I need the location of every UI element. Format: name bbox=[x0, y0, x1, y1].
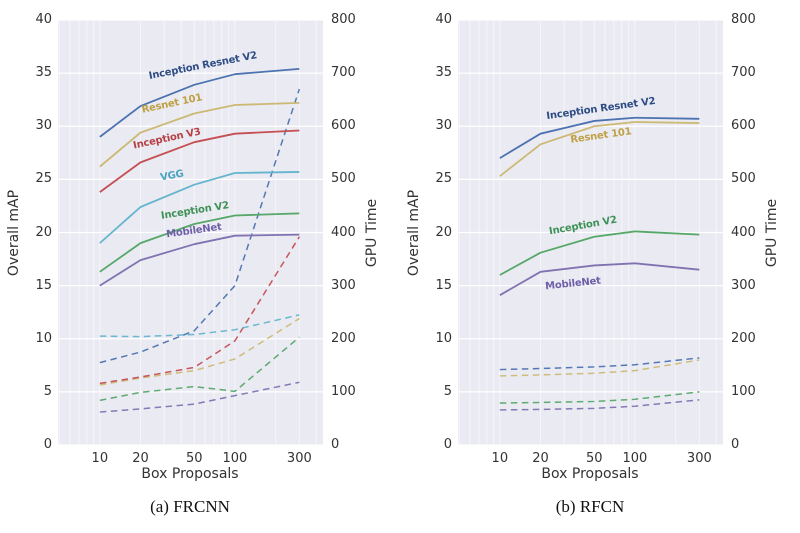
y-axis-tick-right-rfcn: 600 bbox=[731, 118, 756, 134]
y-axis-tick-right-rfcn: 0 bbox=[731, 437, 740, 452]
y-axis-tick-left-frcnn: 35 bbox=[35, 65, 52, 81]
y-axis-tick-right-rfcn: 300 bbox=[731, 277, 756, 293]
x-axis-tick-frcnn: 100 bbox=[222, 451, 248, 466]
y-axis-tick-right-frcnn: 800 bbox=[331, 12, 356, 27]
x-axis-tick-frcnn: 300 bbox=[286, 451, 312, 466]
line-gpu-time-resnet-101-rfcn bbox=[499, 359, 700, 377]
line-map-resnet-101-frcnn bbox=[99, 101, 300, 168]
y-axis-tick-left-frcnn: 20 bbox=[35, 224, 52, 240]
y-axis-tick-right-frcnn: 300 bbox=[331, 277, 356, 293]
y-axis-tick-left-frcnn: 25 bbox=[35, 171, 52, 187]
y-axis-tick-left-frcnn: 40 bbox=[35, 12, 52, 27]
y-axis-tick-left-rfcn: 10 bbox=[435, 330, 452, 346]
y-axis-tick-right-frcnn: 0 bbox=[331, 437, 340, 452]
y-axis-tick-right-frcnn: 700 bbox=[331, 65, 356, 81]
y-axis-tick-left-frcnn: 0 bbox=[43, 437, 52, 452]
line-map-vgg-frcnn bbox=[99, 171, 300, 244]
line-gpu-time-inception-v2-rfcn bbox=[499, 391, 700, 404]
y-axis-tick-right-rfcn: 400 bbox=[731, 224, 756, 240]
x-axis-tick-frcnn: 10 bbox=[91, 451, 109, 466]
x-axis-tick-rfcn: 20 bbox=[532, 451, 549, 466]
y-axis-tick-left-frcnn: 15 bbox=[35, 277, 52, 293]
y-axis-tick-right-frcnn: 400 bbox=[331, 224, 356, 240]
y-axis-tick-right-frcnn: 100 bbox=[331, 383, 356, 399]
line-gpu-time-inception-resnet-v2-rfcn bbox=[499, 357, 700, 371]
y-axis-tick-left-rfcn: 25 bbox=[435, 171, 452, 187]
y-axis-tick-right-frcnn: 500 bbox=[331, 171, 356, 187]
y-axis-tick-right-rfcn: 800 bbox=[731, 12, 756, 27]
line-map-resnet-101-rfcn bbox=[499, 121, 700, 177]
x-axis-tick-frcnn: 20 bbox=[132, 451, 149, 466]
subfigure-caption-frcnn: (a) FRCNN bbox=[150, 497, 230, 516]
y-axis-tick-left-frcnn: 5 bbox=[43, 383, 52, 399]
line-gpu-time-resnet-101-frcnn bbox=[99, 317, 300, 386]
y-axis-tick-left-rfcn: 15 bbox=[435, 277, 452, 293]
y-axis-tick-left-rfcn: 30 bbox=[435, 118, 452, 134]
line-gpu-time-inception-v3-frcnn bbox=[99, 236, 300, 385]
line-map-mobilenet-rfcn bbox=[499, 262, 700, 296]
y-axis-tick-left-rfcn: 35 bbox=[435, 65, 452, 81]
y-axis-tick-left-rfcn: 20 bbox=[435, 224, 452, 240]
line-gpu-time-mobilenet-frcnn bbox=[99, 381, 300, 413]
line-gpu-time-inception-resnet-v2-frcnn bbox=[99, 88, 301, 364]
x-axis-label-rfcn: Box Proposals bbox=[541, 466, 639, 482]
x-axis-tick-rfcn: 100 bbox=[622, 451, 648, 466]
line-gpu-time-vgg-frcnn bbox=[99, 314, 300, 338]
y-axis-tick-left-rfcn: 0 bbox=[443, 437, 452, 452]
line-map-inception-resnet-v2-rfcn bbox=[499, 116, 700, 159]
y-axis-tick-left-rfcn: 40 bbox=[435, 12, 452, 27]
y-axis-tick-left-frcnn: 30 bbox=[35, 118, 52, 134]
line-map-inception-v3-frcnn bbox=[99, 129, 300, 193]
x-axis-tick-rfcn: 50 bbox=[585, 451, 603, 466]
line-map-inception-v2-rfcn bbox=[499, 230, 700, 276]
y-axis-tick-right-rfcn: 100 bbox=[731, 383, 756, 399]
y-axis-tick-right-rfcn: 500 bbox=[731, 171, 756, 187]
line-gpu-time-inception-v2-frcnn bbox=[99, 336, 300, 402]
line-map-inception-v2-frcnn bbox=[99, 212, 300, 273]
y-axis-tick-right-rfcn: 200 bbox=[731, 330, 756, 346]
line-map-mobilenet-frcnn bbox=[99, 233, 300, 287]
y-axis-tick-right-frcnn: 600 bbox=[331, 118, 356, 134]
x-axis-tick-rfcn: 10 bbox=[491, 451, 509, 466]
subfigure-caption-rfcn: (b) RFCN bbox=[555, 497, 625, 516]
y-axis-tick-left-frcnn: 10 bbox=[35, 330, 52, 346]
x-axis-tick-frcnn: 50 bbox=[185, 451, 203, 466]
line-gpu-time-mobilenet-rfcn bbox=[499, 399, 700, 411]
y-axis-tick-right-rfcn: 700 bbox=[731, 65, 756, 81]
x-axis-tick-rfcn: 300 bbox=[686, 451, 712, 466]
line-map-inception-resnet-v2-frcnn bbox=[99, 67, 300, 138]
y-axis-tick-right-frcnn: 200 bbox=[331, 330, 356, 346]
y-axis-tick-left-rfcn: 5 bbox=[443, 383, 452, 399]
x-axis-label-frcnn: Box Proposals bbox=[141, 466, 239, 482]
